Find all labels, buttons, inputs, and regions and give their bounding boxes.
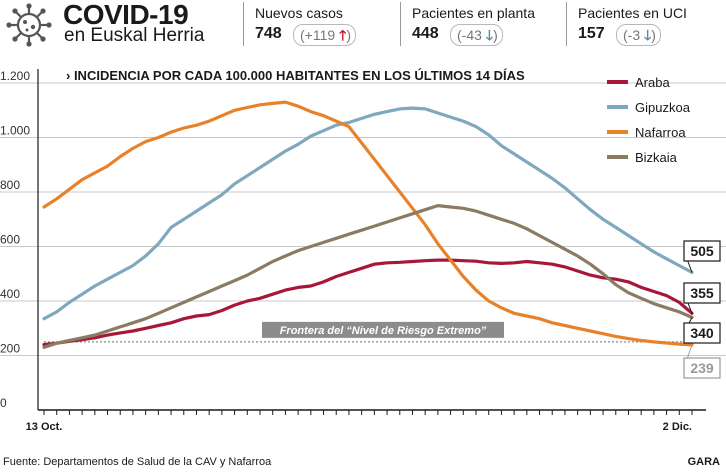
- end-value-label: 340: [690, 325, 714, 341]
- y-tick-label: 800: [0, 178, 20, 192]
- y-tick-label: 1.000: [0, 124, 30, 138]
- reference-label-box: [262, 321, 504, 338]
- stat-value: 448: [412, 25, 439, 42]
- reference-label: Frontera del “Nivel de Riesgo Extremo”: [280, 325, 487, 337]
- y-tick-label: 0: [0, 396, 7, 410]
- legend-label: Araba: [635, 75, 670, 90]
- legend-label: Bizkaia: [635, 150, 678, 165]
- chart-title: › INCIDENCIA POR CADA 100.000 HABITANTES…: [66, 68, 525, 83]
- series-line-gipuzkoa: [42, 106, 694, 321]
- end-label-box: [683, 282, 721, 304]
- divider: [243, 2, 244, 46]
- series-line-bizkaia: [42, 204, 694, 349]
- x-tick-label: 13 Oct.: [26, 421, 63, 433]
- end-label-box: [683, 357, 721, 379]
- virus-icon: [6, 3, 52, 47]
- legend-swatch: [607, 105, 628, 109]
- arrow-down-icon: 🡓: [644, 27, 652, 43]
- y-tick-label: 600: [0, 233, 20, 247]
- legend-swatch: [607, 80, 628, 84]
- divider: [566, 2, 567, 46]
- end-label-box: [683, 240, 721, 262]
- stat-value: 748: [255, 25, 282, 42]
- stat-label: Pacientes en planta: [412, 5, 535, 21]
- divider: [400, 2, 401, 46]
- stat-label: Pacientes en UCI: [578, 5, 687, 21]
- incidence-chart: 0 200 400 600 800 1.000 1.200 13 Oct. 2 Dic. › IN…: [0, 68, 726, 433]
- page-subtitle: en Euskal Herria: [64, 25, 205, 46]
- legend-swatch: [607, 155, 628, 159]
- stat-change-badge: (+119 🡑): [293, 24, 357, 46]
- end-label-box: [683, 322, 721, 344]
- stat-ward-patients: Pacientes en planta 448 (-43 🡓): [400, 2, 560, 46]
- stat-change-badge: (-3 🡓): [616, 24, 661, 46]
- y-tick-label: 1.200: [0, 69, 30, 83]
- legend-label: Nafarroa: [635, 125, 686, 140]
- stat-new-cases: Nuevos casos 748 (+119 🡑): [243, 2, 398, 46]
- x-tick-label: 2 Dic.: [663, 421, 692, 433]
- stat-change: -3: [627, 27, 641, 43]
- stat-icu-patients: Pacientes en UCI 157 (-3 🡓): [566, 2, 726, 46]
- series-line-araba: [42, 258, 694, 347]
- stat-label: Nuevos casos: [255, 5, 343, 21]
- legend-swatch: [607, 130, 628, 134]
- stat-change: +119: [304, 27, 336, 43]
- stat-change-badge: (-43 🡓): [450, 24, 503, 46]
- end-value-label: 239: [690, 360, 714, 376]
- header: COVID-19 en Euskal Herria Nuevos casos 7…: [0, 0, 726, 50]
- arrow-down-icon: 🡓: [485, 27, 494, 43]
- brand-logo: GARA: [687, 456, 720, 468]
- page-title: COVID-19: [63, 0, 189, 30]
- y-tick-label: 400: [0, 287, 20, 301]
- series-line-nafarroa: [42, 100, 694, 347]
- y-tick-label: 200: [0, 342, 20, 356]
- stat-change: -43: [461, 27, 482, 43]
- end-value-label: 355: [690, 285, 714, 301]
- legend-label: Gipuzkoa: [635, 100, 691, 115]
- end-value-label: 505: [690, 243, 714, 259]
- arrow-up-icon: 🡑: [339, 27, 347, 43]
- source-note: Fuente: Departamentos de Salud de la CAV…: [3, 456, 272, 468]
- stat-value: 157: [578, 25, 605, 42]
